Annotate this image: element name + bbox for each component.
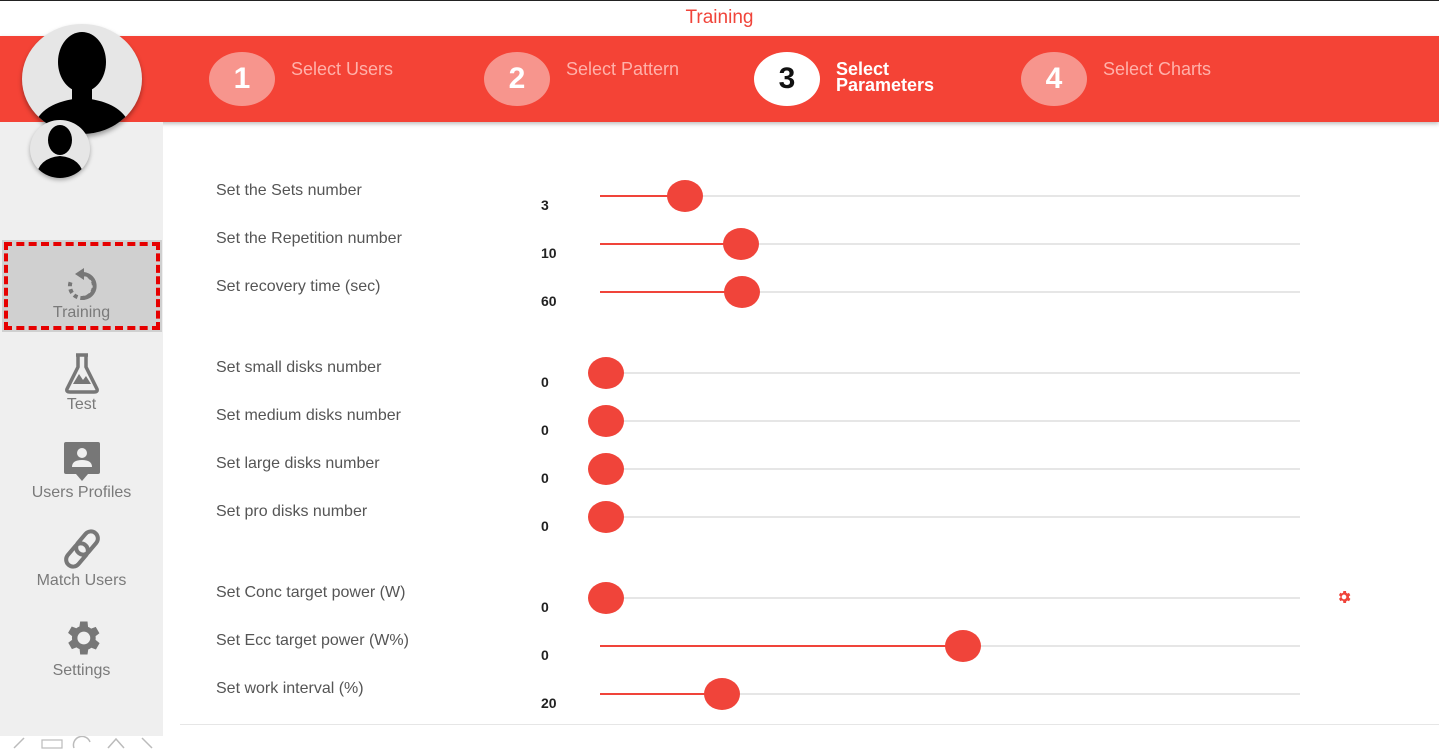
param-value: 0 — [541, 470, 549, 486]
flask-icon — [64, 353, 99, 394]
keyboard-icon — [41, 739, 63, 749]
param-slider[interactable] — [600, 228, 1300, 260]
slider-fill — [600, 195, 679, 197]
param-slider[interactable] — [588, 501, 1300, 533]
param-label: Set recovery time (sec) — [216, 278, 381, 295]
slider-thumb[interactable] — [945, 630, 981, 662]
param-label: Set work interval (%) — [216, 680, 364, 697]
slider-thumb[interactable] — [588, 453, 624, 485]
title-bar: Training — [0, 0, 1439, 36]
slider-fill — [600, 693, 716, 695]
sidebar-item-settings[interactable]: Settings — [0, 616, 163, 680]
param-value: 0 — [541, 518, 549, 534]
param-label: Set medium disks number — [216, 407, 401, 424]
secondary-user-avatar[interactable] — [30, 120, 90, 178]
divider — [180, 724, 1439, 725]
settings-gear-icon[interactable] — [1336, 589, 1352, 605]
param-label: Set the Sets number — [216, 182, 362, 199]
profile-icon — [63, 442, 100, 481]
sidebar-item-test[interactable]: Test — [0, 352, 163, 414]
slider-thumb[interactable] — [667, 180, 703, 212]
home-icon — [107, 737, 125, 749]
slider-thumb[interactable] — [588, 501, 624, 533]
param-label: Set the Repetition number — [216, 230, 402, 247]
param-value: 10 — [541, 245, 557, 261]
param-slider[interactable] — [588, 405, 1300, 437]
slider-thumb[interactable] — [588, 357, 624, 389]
sidebar — [0, 122, 163, 736]
param-slider[interactable] — [600, 276, 1300, 308]
param-label: Set Ecc target power (W%) — [216, 632, 409, 649]
person-silhouette-icon — [32, 32, 132, 134]
param-value: 0 — [541, 422, 549, 438]
param-slider[interactable] — [600, 678, 1300, 710]
page-title: Training — [685, 7, 754, 28]
slider-fill — [600, 243, 735, 245]
sidebar-item-label: Match Users — [36, 572, 127, 589]
sidebar-selected-bg — [2, 240, 162, 332]
slider-thumb[interactable] — [723, 228, 759, 260]
training-highlight-box — [4, 242, 160, 330]
slider-thumb[interactable] — [588, 405, 624, 437]
step-number: 3 — [754, 52, 820, 106]
param-value: 0 — [541, 647, 549, 663]
step-label: Select Charts — [1103, 59, 1212, 79]
param-value: 0 — [541, 599, 549, 615]
user-avatar[interactable] — [22, 24, 142, 134]
slider-fill — [600, 645, 957, 647]
param-value: 3 — [541, 197, 549, 213]
link-icon — [63, 529, 100, 569]
back-icon — [72, 736, 91, 749]
slider-thumb[interactable] — [704, 678, 740, 710]
param-slider[interactable] — [588, 453, 1300, 485]
param-value: 0 — [541, 374, 549, 390]
refresh-icon — [67, 268, 97, 300]
step-number: 4 — [1021, 52, 1087, 106]
person-silhouette-icon — [36, 125, 84, 178]
param-value: 60 — [541, 293, 557, 309]
param-slider[interactable] — [588, 357, 1300, 389]
pen-icon — [13, 737, 25, 749]
param-value: 20 — [541, 695, 557, 711]
system-nav-bar — [13, 736, 153, 749]
sidebar-item-label: Training — [52, 304, 111, 321]
step-label: Select Users — [291, 59, 394, 79]
gear-icon — [67, 621, 100, 655]
sidebar-item-label: Test — [66, 396, 97, 413]
step-label: Select Parameters — [836, 59, 935, 95]
sidebar-item-training[interactable]: Training — [0, 266, 163, 322]
step-label: Select Pattern — [566, 59, 680, 79]
step-number: 1 — [209, 52, 275, 106]
param-slider[interactable] — [600, 180, 1300, 212]
recents-icon — [141, 737, 153, 749]
sidebar-item-label: Settings — [52, 662, 111, 679]
step-wizard: 1 Select Users 2 Select Pattern 3 Select… — [0, 36, 1439, 122]
slider-fill — [600, 291, 736, 293]
param-label: Set pro disks number — [216, 503, 368, 520]
param-label: Set Conc target power (W) — [216, 584, 406, 601]
step-number: 2 — [484, 52, 550, 106]
slider-thumb[interactable] — [724, 276, 760, 308]
slider-thumb[interactable] — [588, 582, 624, 614]
param-label: Set small disks number — [216, 359, 382, 376]
sidebar-item-match-users[interactable]: Match Users — [0, 528, 163, 590]
param-label: Set large disks number — [216, 455, 380, 472]
param-slider[interactable] — [600, 630, 1300, 662]
sidebar-item-label: Users Profiles — [31, 484, 132, 501]
param-slider[interactable] — [588, 582, 1300, 614]
sidebar-item-users-profiles[interactable]: Users Profiles — [0, 440, 163, 502]
